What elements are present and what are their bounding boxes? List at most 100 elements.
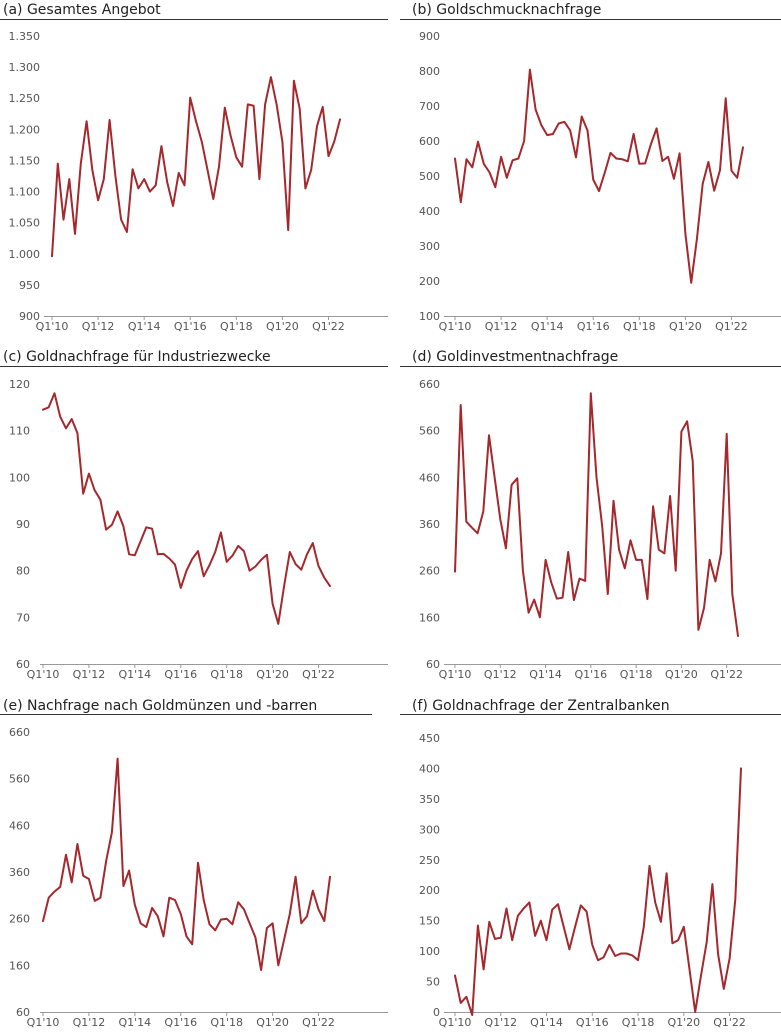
a-ytick-label: 1.150 [9, 154, 41, 167]
d-ytick-label: 460 [419, 471, 440, 484]
f-ytick-label: 150 [419, 915, 440, 928]
e-ytick-label: 560 [9, 773, 30, 786]
panel-a: (a) Gesamtes Angebot 900 950 1.000 1.050 1.1… [0, 2, 388, 333]
panel-e-series-line [42, 757, 331, 971]
a-xtick-label: Q1'22 [312, 320, 345, 333]
d-xtick-label: Q1'20 [665, 668, 698, 681]
e-ytick-label: 260 [9, 913, 30, 926]
c-ytick-label: 90 [16, 518, 30, 531]
c-ytick-label: 60 [16, 658, 30, 671]
f-xtick-label: Q1'20 [667, 1016, 700, 1029]
b-ytick-label: 600 [419, 135, 440, 148]
f-ytick-label: 300 [419, 823, 440, 836]
b-ytick-label: 800 [419, 65, 440, 78]
a-ytick-label: 1.050 [9, 217, 41, 230]
panel-f-y-axis: 0 50 100 150 200 250 300 350 400 450 [419, 732, 440, 1019]
e-ytick-label: 660 [9, 726, 30, 739]
e-xtick-label: Q1'22 [302, 1016, 335, 1029]
b-ytick-label: 700 [419, 100, 440, 113]
e-xtick-label: Q1'16 [164, 1016, 197, 1029]
e-xtick-label: Q1'14 [118, 1016, 151, 1029]
panel-a-x-ticks: Q1'10 Q1'12 Q1'14 Q1'16 Q1'18 Q1'20 Q1'22 [36, 316, 345, 333]
a-xtick-label: Q1'20 [266, 320, 299, 333]
panel-b-series-line [454, 68, 744, 284]
a-ytick-label: 1.300 [9, 61, 41, 74]
f-xtick-label: Q1'22 [713, 1016, 746, 1029]
b-ytick-label: 300 [419, 240, 440, 253]
c-xtick-label: Q1'10 [27, 668, 60, 681]
a-ytick-label: 1.100 [9, 186, 41, 199]
a-xtick-label: Q1'10 [36, 320, 69, 333]
d-ytick-label: 60 [426, 658, 440, 671]
f-ytick-label: 0 [433, 1006, 440, 1019]
panel-b-x-ticks: Q1'10 Q1'12 Q1'14 Q1'16 Q1'18 Q1'20 Q1'22 [439, 316, 748, 333]
a-ytick-label: 950 [19, 279, 40, 292]
panel-d-title: (d) Goldinvestmentnachfrage [412, 349, 618, 365]
e-xtick-label: Q1'10 [27, 1016, 60, 1029]
d-xtick-label: Q1'14 [529, 668, 562, 681]
d-ytick-label: 160 [419, 611, 440, 624]
c-xtick-label: Q1'14 [118, 668, 151, 681]
panel-d-x-ticks: Q1'10 Q1'12 Q1'14 Q1'16 Q1'18 Q1'20 Q1'22 [439, 664, 743, 681]
c-ytick-label: 100 [9, 471, 30, 484]
panel-b-y-axis: 100 200 300 400 500 600 700 800 900 [419, 30, 440, 323]
e-ytick-label: 160 [9, 959, 30, 972]
panel-b-title: (b) Goldschmucknachfrage [412, 2, 601, 18]
panel-e-y-axis: 60 160 260 360 460 560 660 [9, 726, 30, 1019]
panel-b: (b) Goldschmucknachfrage 100 200 300 400 500… [400, 2, 781, 333]
a-xtick-label: Q1'16 [174, 320, 207, 333]
f-xtick-label: Q1'16 [576, 1016, 609, 1029]
b-ytick-label: 900 [419, 30, 440, 43]
a-ytick-label: 1.000 [9, 248, 41, 261]
a-ytick-label: 900 [19, 310, 40, 323]
c-xtick-label: Q1'18 [210, 668, 243, 681]
c-ytick-label: 70 [16, 611, 30, 624]
d-xtick-label: Q1'10 [439, 668, 472, 681]
b-xtick-label: Q1'10 [439, 320, 472, 333]
panel-c-x-ticks: Q1'10 Q1'12 Q1'14 Q1'16 Q1'18 Q1'20 Q1'22 [27, 664, 335, 681]
f-ytick-label: 450 [419, 732, 440, 745]
e-ytick-label: 460 [9, 819, 30, 832]
f-ytick-label: 250 [419, 854, 440, 867]
a-xtick-label: Q1'14 [128, 320, 161, 333]
panel-f-x-ticks: Q1'10 Q1'12 Q1'14 Q1'16 Q1'18 Q1'20 Q1'22 [439, 1012, 746, 1029]
panel-a-title: (a) Gesamtes Angebot [3, 2, 161, 18]
panel-e: (e) Nachfrage nach Goldmünzen und -barre… [0, 698, 388, 1029]
panel-d: (d) Goldinvestmentnachfrage 60 160 260 360 4… [400, 349, 781, 681]
a-ytick-label: 1.200 [9, 123, 41, 136]
f-xtick-label: Q1'14 [530, 1016, 563, 1029]
b-ytick-label: 400 [419, 205, 440, 218]
panel-d-y-axis: 60 160 260 360 460 560 660 [419, 378, 440, 671]
e-xtick-label: Q1'12 [73, 1016, 106, 1029]
f-ytick-label: 50 [426, 976, 440, 989]
f-ytick-label: 350 [419, 793, 440, 806]
b-ytick-label: 500 [419, 170, 440, 183]
b-xtick-label: Q1'14 [531, 320, 564, 333]
panel-c: (c) Goldnachfrage für Industriezwecke 60… [0, 349, 388, 681]
d-ytick-label: 660 [419, 378, 440, 391]
f-xtick-label: Q1'10 [439, 1016, 472, 1029]
c-ytick-label: 80 [16, 565, 30, 578]
a-ytick-label: 1.350 [9, 30, 41, 43]
panel-c-y-axis: 60 70 80 90 100 110 120 [9, 378, 30, 671]
e-ytick-label: 360 [9, 866, 30, 879]
panel-a-series-line [51, 76, 341, 258]
f-xtick-label: Q1'18 [622, 1016, 655, 1029]
panel-c-series-line [42, 392, 331, 625]
b-xtick-label: Q1'16 [577, 320, 610, 333]
f-ytick-label: 400 [419, 762, 440, 775]
f-ytick-label: 100 [419, 945, 440, 958]
c-xtick-label: Q1'12 [73, 668, 106, 681]
d-ytick-label: 260 [419, 565, 440, 578]
b-xtick-label: Q1'12 [485, 320, 518, 333]
panel-f-title: (f) Goldnachfrage der Zentralbanken [412, 698, 670, 714]
b-xtick-label: Q1'18 [623, 320, 656, 333]
panel-e-title: (e) Nachfrage nach Goldmünzen und -barre… [3, 698, 317, 714]
c-ytick-label: 120 [9, 378, 30, 391]
panel-f: (f) Goldnachfrage der Zentralbanken 0 50 1… [400, 698, 781, 1029]
panel-a-y-axis: 900 950 1.000 1.050 1.100 1.150 1.200 1.250 1.30… [9, 30, 41, 323]
panel-d-series-line [454, 392, 739, 637]
b-ytick-label: 200 [419, 275, 440, 288]
panel-c-title: (c) Goldnachfrage für Industriezwecke [3, 349, 271, 365]
